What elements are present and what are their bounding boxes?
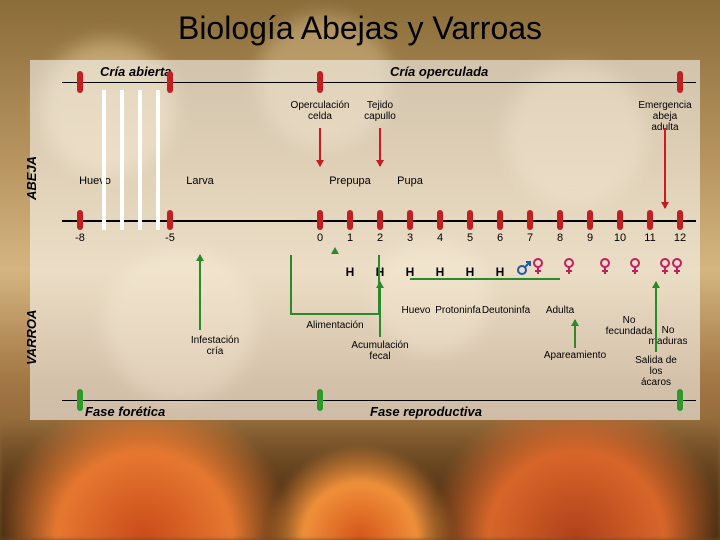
stage-operculacion: Operculación celda	[291, 100, 350, 122]
varroa-footer-line	[62, 400, 696, 401]
green-arrow-infestacion	[199, 255, 201, 330]
cria-operculada-label: Cría operculada	[390, 64, 488, 79]
symbol-female-2	[563, 258, 575, 281]
varroa-salida: Salida de los ácaros	[634, 355, 678, 388]
green-arrow-alimentacion	[290, 255, 380, 315]
varroa-apareamiento: Apareamiento	[544, 350, 606, 361]
arrow-tejido	[379, 128, 381, 166]
arrow-emergencia	[664, 128, 666, 208]
fase-foretica-label: Fase forética	[85, 404, 165, 419]
varroa-huevo: Huevo	[402, 305, 431, 316]
timeline-diagram: ABEJA VARROA Cría abierta Cría operculad…	[30, 60, 700, 420]
varroa-protoninfa: Protoninfa	[435, 305, 481, 316]
green-arrow-apareamiento	[574, 320, 576, 348]
background-foliage	[0, 420, 720, 540]
varroa-acumulacion: Acumulación fecal	[351, 340, 408, 362]
varroa-axis-label: VARROA	[24, 275, 39, 365]
stage-prepupa: Prepupa	[329, 175, 371, 187]
varroa-deutoninfa: Deutoninfa	[482, 305, 530, 316]
varroa-no-fecundada: No fecundada	[606, 315, 653, 337]
stage-pupa: Pupa	[397, 175, 423, 187]
stage-huevo: Huevo	[79, 175, 111, 187]
abeja-header-line	[62, 82, 696, 83]
varroa-infestacion: Infestación cría	[191, 335, 239, 357]
cria-abierta-label: Cría abierta	[100, 64, 172, 79]
stage-larva: Larva	[186, 175, 214, 187]
symbol-female-4	[629, 258, 641, 281]
green-arrow-salida	[655, 282, 657, 352]
symbol-male-female-1	[516, 258, 544, 281]
symbol-female-3	[599, 258, 611, 281]
varroa-adulta: Adulta	[546, 305, 574, 316]
abeja-axis-label: ABEJA	[24, 120, 39, 200]
varroa-alimentacion: Alimentación	[306, 320, 363, 331]
green-arrow-acumulacion	[379, 282, 381, 337]
arrow-operculacion	[319, 128, 321, 166]
page-title: Biología Abejas y Varroas	[0, 10, 720, 47]
fase-reproductiva-label: Fase reproductiva	[370, 404, 482, 419]
stage-tejido: Tejido capullo	[364, 100, 396, 122]
symbol-female-female-5	[659, 258, 683, 281]
